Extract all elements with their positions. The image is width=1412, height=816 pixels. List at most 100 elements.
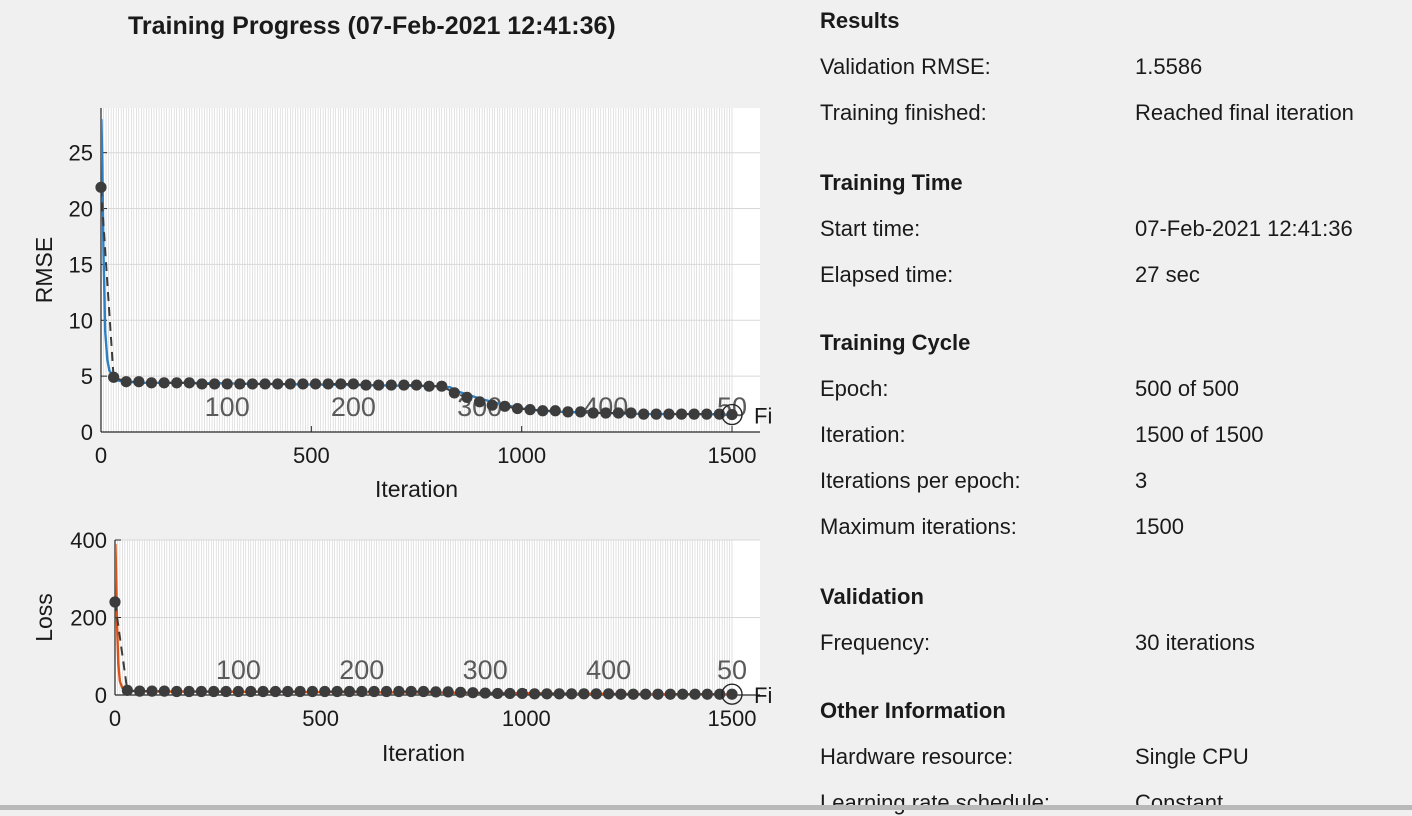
rmse-validation-point <box>688 408 700 420</box>
rmse-validation-point <box>650 408 662 420</box>
rmse-validation-point <box>133 376 145 388</box>
loss-validation-point <box>677 688 689 700</box>
section-results: Results <box>820 8 900 33</box>
start-time-value: 07-Feb-2021 12:41:36 <box>1135 216 1353 241</box>
rmse-validation-point <box>297 378 309 390</box>
start-time-label: Start time: <box>820 216 921 241</box>
loss-validation-point <box>603 688 615 700</box>
rmse-validation-point <box>158 377 170 389</box>
loss-epoch-label: 50 <box>717 655 747 685</box>
rmse-validation-point <box>398 379 410 391</box>
loss-validation-point <box>430 686 442 698</box>
loss-validation-point <box>491 687 504 700</box>
loss-validation-point <box>393 685 405 698</box>
loss-epoch-labels: 100 200 300 400 50 <box>216 655 747 685</box>
rmse-validation-point <box>663 408 675 420</box>
epoch-value: 500 of 500 <box>1135 376 1239 401</box>
rmse-validation-point <box>549 405 561 417</box>
elapsed-time-value: 27 sec <box>1135 262 1200 287</box>
rmse-final-marker-label: Fi <box>754 404 772 429</box>
rmse-validation-point <box>234 378 246 390</box>
rmse-validation-point <box>373 379 385 391</box>
loss-validation-point <box>541 688 553 700</box>
rmse-validation-point <box>448 387 460 399</box>
loss-validation-point <box>405 685 417 698</box>
rmse-validation-point <box>600 407 612 419</box>
rmse-epoch-label: 100 <box>205 392 250 422</box>
rmse-x-tick-label: 1000 <box>497 443 546 468</box>
loss-y-tick-label: 400 <box>70 528 107 553</box>
rmse-validation-point <box>511 402 524 415</box>
loss-validation-point <box>528 688 541 700</box>
rmse-validation-point <box>347 378 359 390</box>
learning-rate-schedule-label: Learning rate schedule: <box>820 790 1050 815</box>
rmse-validation-point <box>486 399 498 411</box>
rmse-validation-point <box>587 407 599 419</box>
section-other-information: Other Information <box>820 698 1006 723</box>
rmse-validation-point <box>221 378 233 390</box>
iterations-per-epoch-label: Iterations per epoch: <box>820 468 1021 493</box>
loss-validation-point <box>257 685 269 698</box>
loss-validation-point <box>701 688 713 700</box>
rmse-x-tick-label: 500 <box>293 443 330 468</box>
loss-validation-point <box>282 685 294 698</box>
learning-rate-schedule-value: Constant <box>1135 790 1224 815</box>
rmse-validation-point <box>562 406 574 418</box>
rmse-plot-area <box>101 108 760 432</box>
loss-epoch-label: 100 <box>216 655 261 685</box>
loss-validation-point <box>380 685 393 698</box>
frequency-label: Frequency: <box>820 630 931 655</box>
rmse-final-marker <box>721 403 743 426</box>
maximum-iterations-label: Maximum iterations: <box>820 514 1017 539</box>
loss-validation-point <box>356 685 368 698</box>
maximum-iterations-value: 1500 <box>1135 514 1184 539</box>
rmse-validation-point <box>726 408 738 421</box>
loss-x-tick-label: 1500 <box>708 706 757 731</box>
loss-validation-point <box>269 685 282 698</box>
rmse-validation-point <box>272 378 284 390</box>
loss-validation-point <box>590 688 602 700</box>
rmse-x-tick-label: 1500 <box>708 443 757 468</box>
loss-validation-point <box>109 596 121 608</box>
iteration-value: 1500 of 1500 <box>1135 422 1264 447</box>
rmse-validation-point <box>284 378 296 390</box>
rmse-validation-point <box>537 405 549 417</box>
iterations-per-epoch-value: 3 <box>1135 468 1148 493</box>
section-validation: Validation <box>820 584 924 609</box>
loss-y-tick-label: 0 <box>95 683 107 708</box>
loss-validation-point <box>294 685 306 698</box>
rmse-x-tick-label: 0 <box>95 443 107 468</box>
rmse-validation-point <box>108 371 120 383</box>
loss-validation-point <box>442 686 454 698</box>
loss-validation-point <box>504 687 516 700</box>
rmse-validation-point <box>196 378 208 390</box>
rmse-epoch-label: 200 <box>331 392 376 422</box>
rmse-y-tick-label: 25 <box>69 141 93 166</box>
loss-validation-point <box>208 685 220 698</box>
rmse-validation-point <box>171 377 183 389</box>
loss-validation-point <box>467 687 479 699</box>
loss-x-axis-label: Iteration <box>382 740 465 766</box>
epoch-label: Epoch: <box>820 376 889 401</box>
loss-validation-point <box>565 688 578 700</box>
iteration-label: Iteration: <box>820 422 906 447</box>
training-finished-value: Reached final iteration <box>1135 100 1354 125</box>
loss-validation-point <box>726 688 738 700</box>
loss-validation-point <box>553 688 565 700</box>
loss-validation-point <box>714 688 726 700</box>
loss-validation-point <box>368 685 380 698</box>
training-finished-label: Training finished: <box>820 100 987 125</box>
rmse-validation-point <box>474 396 486 408</box>
loss-validation-point <box>232 685 244 698</box>
rmse-validation-point <box>95 181 107 193</box>
rmse-y-tick-label: 5 <box>81 364 93 389</box>
loss-final-marker <box>721 683 743 705</box>
section-training-cycle: Training Cycle <box>820 330 971 355</box>
loss-epoch-label: 200 <box>339 655 384 685</box>
rmse-validation-point <box>360 379 372 391</box>
training-info-panel: Results Validation RMSE: 1.5586 Training… <box>820 0 1412 815</box>
loss-validation-point <box>331 685 343 698</box>
loss-validation-point <box>479 687 491 699</box>
loss-validation-point <box>664 688 676 700</box>
